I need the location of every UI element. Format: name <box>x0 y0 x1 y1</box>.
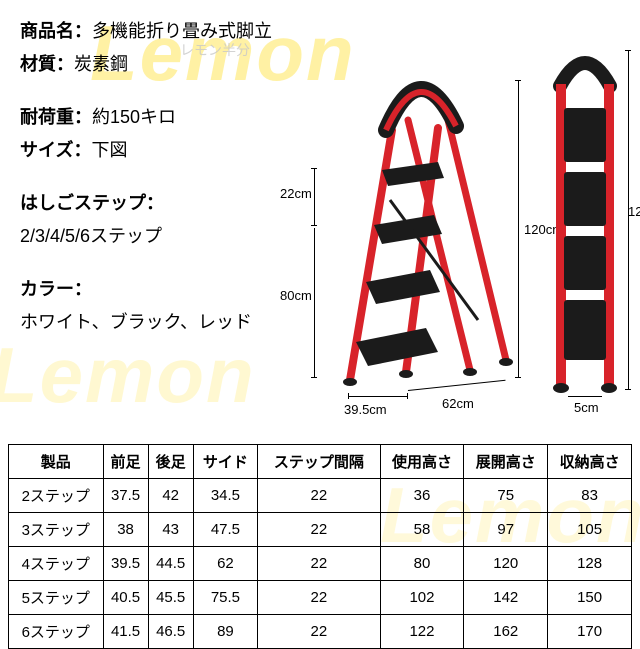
table-cell: 128 <box>548 547 632 581</box>
dim-128cm-h: 128cm <box>628 204 640 219</box>
table-cell: 22 <box>258 581 380 615</box>
col-header: 使用高さ <box>380 445 464 479</box>
table-cell: 22 <box>258 547 380 581</box>
table-row: 5ステップ40.545.575.522102142150 <box>9 581 632 615</box>
table-cell: 36 <box>380 479 464 513</box>
spec-load-label: 耐荷重： <box>20 107 92 127</box>
col-header: ステップ間隔 <box>258 445 380 479</box>
spec-name-label: 商品名： <box>20 21 92 41</box>
table-cell: 150 <box>548 581 632 615</box>
ladder-folded: 128cm 5cm <box>546 44 624 396</box>
spec-material: 材質：炭素鋼 <box>20 51 320 78</box>
table-cell: 22 <box>258 615 380 649</box>
table-cell: 120 <box>464 547 548 581</box>
table-cell: 142 <box>464 581 548 615</box>
table-cell: 22 <box>258 479 380 513</box>
table-row: 2ステップ37.54234.522367583 <box>9 479 632 513</box>
table-cell: 47.5 <box>193 513 257 547</box>
spec-color-label: カラー： <box>20 279 92 299</box>
ladder-open: 22cm 80cm 120cm 39.5cm 62cm <box>320 50 510 390</box>
dim-line-120 <box>518 80 519 378</box>
table-cell: 162 <box>464 615 548 649</box>
table-cell: 40.5 <box>103 581 148 615</box>
spec-step: はしごステップ： <box>20 190 320 217</box>
dim-22cm: 22cm <box>280 186 312 201</box>
table-cell: 3ステップ <box>9 513 104 547</box>
spec-material-value: 炭素鋼 <box>74 54 128 74</box>
col-header: 後足 <box>148 445 193 479</box>
dim-line-22 <box>314 168 315 226</box>
table-cell: 75.5 <box>193 581 257 615</box>
table-cell: 6ステップ <box>9 615 104 649</box>
table-cell: 4ステップ <box>9 547 104 581</box>
table-cell: 97 <box>464 513 548 547</box>
spec-step-value: 2/3/4/5/6ステップ <box>20 226 162 246</box>
table-cell: 38 <box>103 513 148 547</box>
dim-395cm: 39.5cm <box>344 402 387 417</box>
spec-size-label: サイズ： <box>20 140 91 160</box>
dim-5cm: 5cm <box>574 400 599 415</box>
table-cell: 42 <box>148 479 193 513</box>
table-cell: 80 <box>380 547 464 581</box>
table-cell: 34.5 <box>193 479 257 513</box>
spec-material-label: 材質： <box>20 54 74 74</box>
table-cell: 75 <box>464 479 548 513</box>
diagram: 22cm 80cm 120cm 39.5cm 62cm <box>300 30 630 430</box>
table-cell: 39.5 <box>103 547 148 581</box>
col-header: サイド <box>193 445 257 479</box>
spec-name: 商品名：多機能折り畳み式脚立 <box>20 18 320 45</box>
spec-size: サイズ：下図 <box>20 137 320 164</box>
table-cell: 170 <box>548 615 632 649</box>
table-cell: 22 <box>258 513 380 547</box>
table-cell: 44.5 <box>148 547 193 581</box>
table-cell: 41.5 <box>103 615 148 649</box>
table-cell: 102 <box>380 581 464 615</box>
spec-load-value: 約150キロ <box>92 107 176 127</box>
dim-line-395 <box>348 396 408 397</box>
spec-table: 製品前足後足サイドステップ間隔使用高さ展開高さ収納高さ 2ステップ37.5423… <box>8 444 632 649</box>
dim-80cm: 80cm <box>280 288 312 303</box>
table-cell: 45.5 <box>148 581 193 615</box>
table-row: 6ステップ41.546.58922122162170 <box>9 615 632 649</box>
table-row: 4ステップ39.544.5622280120128 <box>9 547 632 581</box>
spec-color: カラー： <box>20 276 320 303</box>
table-cell: 5ステップ <box>9 581 104 615</box>
dim-62cm: 62cm <box>442 396 474 411</box>
table-row: 3ステップ384347.5225897105 <box>9 513 632 547</box>
dim-line-128 <box>628 50 629 390</box>
col-header: 前足 <box>103 445 148 479</box>
dim-line-80 <box>314 228 315 378</box>
spec-load: 耐荷重：約150キロ <box>20 104 320 131</box>
table-cell: 2ステップ <box>9 479 104 513</box>
table-cell: 105 <box>548 513 632 547</box>
table-cell: 122 <box>380 615 464 649</box>
col-header: 展開高さ <box>464 445 548 479</box>
table-cell: 58 <box>380 513 464 547</box>
table-cell: 43 <box>148 513 193 547</box>
table-cell: 89 <box>193 615 257 649</box>
spec-table-el: 製品前足後足サイドステップ間隔使用高さ展開高さ収納高さ 2ステップ37.5423… <box>8 444 632 649</box>
spec-step-label: はしごステップ： <box>20 193 164 213</box>
spec-size-value: 下図 <box>91 140 127 160</box>
table-cell: 83 <box>548 479 632 513</box>
col-header: 製品 <box>9 445 104 479</box>
spec-color-value: ホワイト、ブラック、レッド <box>20 312 252 332</box>
spec-list: 商品名：多機能折り畳み式脚立 材質：炭素鋼 耐荷重：約150キロ サイズ：下図 … <box>20 18 320 342</box>
table-cell: 62 <box>193 547 257 581</box>
spec-name-value: 多機能折り畳み式脚立 <box>92 21 272 41</box>
col-header: 収納高さ <box>548 445 632 479</box>
table-cell: 37.5 <box>103 479 148 513</box>
watermark-lemon-2: Lemon <box>0 330 256 421</box>
table-cell: 46.5 <box>148 615 193 649</box>
